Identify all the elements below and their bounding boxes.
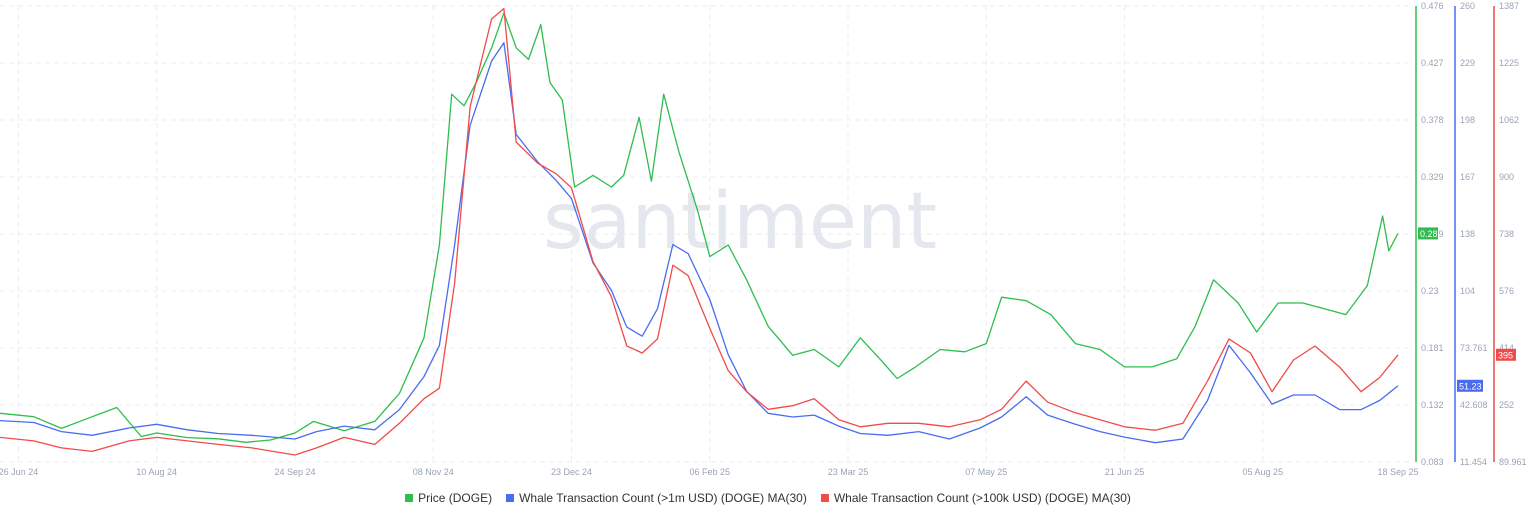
price-current-value: 0.28	[1420, 229, 1438, 239]
price-tick-label: 0.181	[1421, 343, 1444, 353]
whale_100k-tick-label: 252	[1499, 400, 1514, 410]
whale_100k-tick-label: 1062	[1499, 115, 1519, 125]
whale_1m-current-value: 51.23	[1459, 381, 1482, 391]
whale_100k-tick-label: 89.961	[1499, 457, 1527, 467]
whale_1m-tick-label: 104	[1460, 286, 1475, 296]
series-line-whale_1m	[0, 42, 1399, 444]
whale_1m-tick-label: 198	[1460, 115, 1475, 125]
x-tick-label: 24 Sep 24	[274, 467, 315, 477]
legend-label: Whale Transaction Count (>100k USD) (DOG…	[833, 491, 1131, 505]
legend-item[interactable]: Whale Transaction Count (>1m USD) (DOGE)…	[506, 491, 807, 505]
axes: 0.4760.4270.3780.3290.2790.230.1810.1320…	[1415, 1, 1527, 467]
series-layer	[0, 7, 1399, 456]
whale_1m-tick-label: 167	[1460, 172, 1475, 182]
whale_1m-tick-label: 42.608	[1460, 400, 1488, 410]
price-tick-label: 0.329	[1421, 172, 1444, 182]
x-tick-label: 23 Mar 25	[828, 467, 869, 477]
whale_100k-tick-label: 414	[1499, 343, 1514, 353]
price-tick-label: 0.427	[1421, 58, 1444, 68]
whale_1m-tick-label: 260	[1460, 1, 1475, 11]
price-tick-label: 0.378	[1421, 115, 1444, 125]
price-tick-label: 0.23	[1421, 286, 1439, 296]
x-tick-label: 06 Feb 25	[689, 467, 730, 477]
price-current-badge	[1418, 227, 1438, 240]
x-tick-label: 21 Jun 25	[1105, 467, 1145, 477]
price-tick-label: 0.083	[1421, 457, 1444, 467]
whale_100k-tick-label: 576	[1499, 286, 1514, 296]
legend-label: Whale Transaction Count (>1m USD) (DOGE)…	[519, 491, 807, 505]
whale_100k-tick-label: 738	[1499, 229, 1514, 239]
x-axis-ticks: 26 Jun 24 10 Aug 24 24 Sep 24 08 Nov 24 23 D…	[0, 467, 1419, 477]
legend-item[interactable]: Whale Transaction Count (>100k USD) (DOG…	[820, 491, 1131, 505]
whale_100k-tick-label: 900	[1499, 172, 1514, 182]
whale_1m-tick-label: 229	[1460, 58, 1475, 68]
x-tick-label: 23 Dec 24	[551, 467, 592, 477]
x-tick-label: 10 Aug 24	[136, 467, 177, 477]
legend-item[interactable]: Price (DOGE)	[405, 491, 492, 505]
whale_100k-tick-label: 1225	[1499, 58, 1519, 68]
watermark: santiment	[543, 177, 937, 267]
x-tick-label: 05 Aug 25	[1243, 467, 1284, 477]
x-tick-label: 26 Jun 24	[0, 467, 38, 477]
whale_100k-current-value: 395	[1498, 350, 1513, 360]
price-tick-label: 0.476	[1421, 1, 1444, 11]
grid	[0, 5, 1410, 463]
whale_1m-tick-label: 73.761	[1460, 343, 1488, 353]
whale_1m-current-badge	[1457, 379, 1483, 392]
whale_100k-tick-label: 1387	[1499, 1, 1519, 11]
price-tick-label: 0.132	[1421, 400, 1444, 410]
legend-swatch	[506, 494, 515, 502]
x-tick-label: 18 Sep 25	[1377, 467, 1418, 477]
chart-svg: santiment 0.4760.4270.3780.3290.2790.230…	[0, 1, 1527, 477]
x-tick-label: 08 Nov 24	[413, 467, 454, 477]
series-line-price	[0, 12, 1399, 443]
whale_100k-current-badge	[1496, 348, 1516, 361]
whale_1m-tick-label: 11.454	[1460, 457, 1487, 467]
legend-swatch	[405, 494, 414, 502]
x-tick-label: 07 May 25	[965, 467, 1007, 477]
legend: Price (DOGE) Whale Transaction Count (>1m…	[0, 491, 1536, 505]
legend-swatch	[820, 494, 829, 502]
legend-label: Price (DOGE)	[418, 491, 493, 505]
series-line-whale_100k	[0, 7, 1399, 456]
whale_1m-tick-label: 138	[1460, 229, 1475, 239]
